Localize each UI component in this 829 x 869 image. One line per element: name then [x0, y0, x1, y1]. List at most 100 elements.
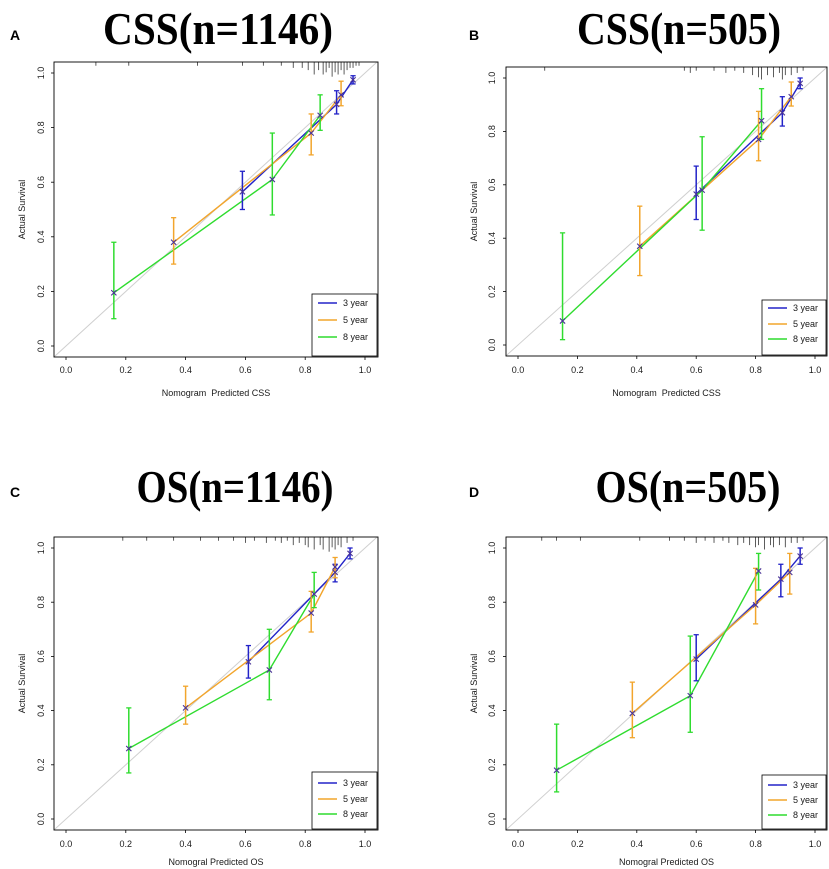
y-tick-label: 0.6 — [487, 179, 497, 192]
point-marker — [182, 704, 189, 711]
x-tick-label: 1.0 — [359, 365, 372, 375]
point-marker — [269, 176, 276, 183]
legend: 3 year 5 year 8 year — [311, 771, 378, 830]
plot-frame — [53, 536, 379, 831]
chart-title: OS(n=505) — [596, 461, 781, 512]
point-marker — [636, 243, 643, 250]
y-tick-label: 0.6 — [36, 176, 46, 189]
plot-frame — [505, 66, 828, 357]
point-marker — [758, 117, 765, 124]
y-tick-label: 1.0 — [487, 542, 497, 555]
series-line-5-year — [173, 94, 342, 243]
ideal-reference-line — [506, 67, 827, 356]
legend-label: 3 year — [793, 780, 818, 790]
point-marker — [699, 187, 706, 194]
y-tick-label: 0.2 — [487, 759, 497, 772]
plot-area — [54, 537, 378, 830]
y-tick-label: 0.8 — [36, 121, 46, 134]
legend-label: 3 year — [793, 303, 818, 313]
point-marker — [170, 239, 177, 246]
point-marker — [777, 576, 784, 583]
point-marker — [332, 563, 339, 570]
x-tick-label: 1.0 — [809, 839, 822, 849]
x-tick-label: 0.0 — [60, 839, 73, 849]
point-marker — [797, 553, 804, 560]
panel-letter: D — [469, 484, 479, 500]
point-marker — [110, 289, 117, 296]
series-line-8-year — [556, 570, 760, 771]
legend: 3 year 5 year 8 year — [761, 299, 827, 356]
point-marker — [786, 569, 793, 576]
ideal-reference-line — [54, 537, 378, 830]
point-marker — [338, 91, 345, 98]
legend-label: 5 year — [343, 794, 368, 804]
point-marker — [687, 692, 694, 699]
x-tick-label: 0.2 — [120, 365, 133, 375]
point-marker — [239, 188, 246, 195]
legend: 3 year 5 year 8 year — [311, 293, 378, 357]
x-tick-label: 0.4 — [179, 839, 192, 849]
x-axis-title: Nomogram Predicted CSS — [162, 388, 271, 398]
legend-label: 8 year — [343, 332, 368, 342]
point-marker — [311, 591, 318, 598]
point-marker — [788, 93, 795, 100]
x-tick-label: 0.2 — [571, 839, 584, 849]
y-tick-label: 0.4 — [487, 232, 497, 245]
y-tick-label: 0.0 — [487, 339, 497, 352]
legend-box — [311, 771, 378, 830]
panel-b: B CSS(n=505) 0.0 0.2 0.4 0.6 0.8 1.0 0.0 0.2 0.4 0.… — [469, 3, 828, 398]
x-tick-label: 1.0 — [359, 839, 372, 849]
y-tick-label: 0.0 — [36, 813, 46, 826]
y-tick-label: 1.0 — [36, 67, 46, 80]
x-tick-label: 0.0 — [512, 365, 525, 375]
x-tick-label: 0.2 — [571, 365, 584, 375]
plot-area — [506, 67, 827, 356]
y-axis-title: Actual Survival — [17, 654, 27, 714]
point-marker — [245, 658, 252, 665]
point-marker — [308, 610, 315, 617]
y-tick-label: 0.8 — [487, 596, 497, 609]
legend-box — [761, 299, 827, 356]
y-tick-label: 1.0 — [36, 542, 46, 555]
y-tick-label: 0.4 — [36, 704, 46, 717]
legend-label: 5 year — [793, 319, 818, 329]
series-line-8-year — [128, 593, 315, 750]
point-marker — [266, 666, 273, 673]
point-marker — [125, 745, 132, 752]
y-tick-label: 0.6 — [487, 650, 497, 663]
x-axis-title: Nomogral Predicted OS — [619, 857, 714, 867]
y-tick-label: 1.0 — [487, 72, 497, 85]
legend-label: 3 year — [343, 298, 368, 308]
y-tick-label: 0.6 — [36, 650, 46, 663]
panel-letter: C — [10, 484, 20, 500]
legend-label: 5 year — [793, 795, 818, 805]
x-tick-label: 0.4 — [631, 839, 644, 849]
series-line-5-year — [185, 566, 336, 709]
x-tick-label: 0.2 — [120, 839, 133, 849]
legend-box — [761, 774, 827, 830]
point-marker — [755, 568, 762, 575]
plot-frame — [505, 536, 828, 831]
x-tick-label: 0.6 — [690, 839, 703, 849]
point-marker — [752, 601, 759, 608]
legend-label: 8 year — [793, 334, 818, 344]
point-marker — [797, 80, 804, 87]
panel-c: C OS(n=1146) 0.0 0.2 0.4 0.6 0.8 1.0 0.0 0.2 0.4 0.… — [10, 461, 379, 867]
point-marker — [553, 767, 560, 774]
legend-label: 5 year — [343, 315, 368, 325]
y-tick-label: 0.0 — [36, 340, 46, 353]
x-tick-label: 0.6 — [690, 365, 703, 375]
plot-frame — [53, 61, 379, 358]
plot-area — [506, 537, 827, 830]
series-line-5-year — [639, 96, 792, 247]
x-tick-label: 0.0 — [60, 365, 73, 375]
x-tick-label: 0.8 — [299, 839, 312, 849]
y-tick-label: 0.2 — [36, 285, 46, 298]
series-line-8-year — [562, 120, 763, 322]
chart-title: CSS(n=505) — [577, 3, 781, 54]
legend-label: 8 year — [793, 810, 818, 820]
point-marker — [629, 710, 636, 717]
y-tick-label: 0.2 — [487, 285, 497, 298]
point-marker — [317, 112, 324, 119]
